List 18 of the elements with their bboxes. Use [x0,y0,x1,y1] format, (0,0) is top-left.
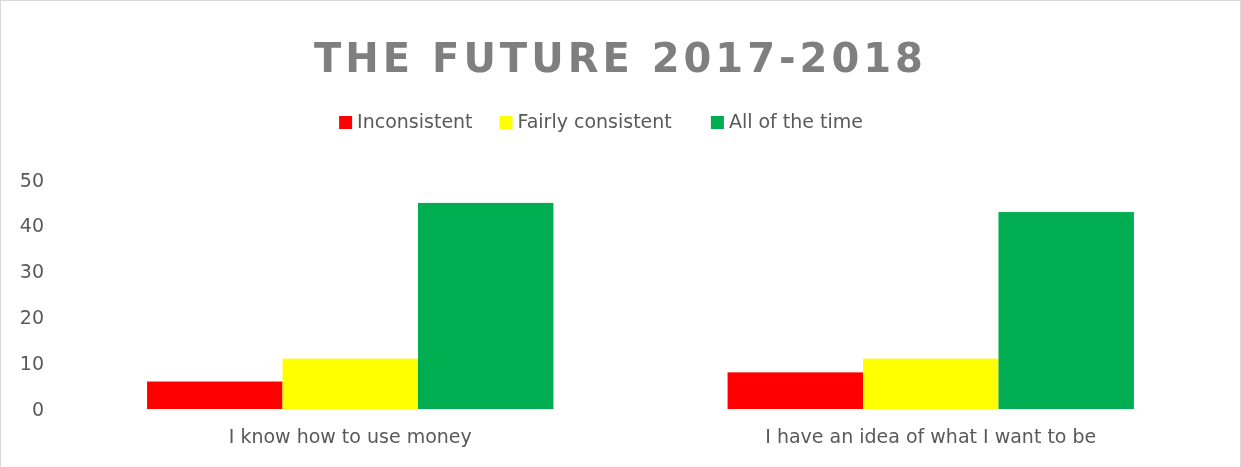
y-tick-label: 0 [31,397,44,420]
bar [147,381,283,409]
y-tick-label: 10 [19,351,44,374]
legend-label: Fairly consistent [517,110,672,132]
y-tick-label: 40 [19,214,44,237]
bar [282,358,418,409]
y-tick-label: 30 [19,260,44,283]
legend-label: Inconsistent [357,110,473,132]
bar [863,358,999,409]
y-tick-label: 20 [19,306,44,329]
legend-label: All of the time [728,110,864,132]
bar [998,212,1134,409]
y-tick-label: 50 [19,168,44,191]
bar [727,372,864,409]
x-tick-label: I have an idea of what I want to be [765,425,1097,447]
chart-title: THE FUTURE 2017-2018 [314,35,927,81]
x-tick-label: I know how to use money [228,425,472,447]
bar [417,202,554,409]
